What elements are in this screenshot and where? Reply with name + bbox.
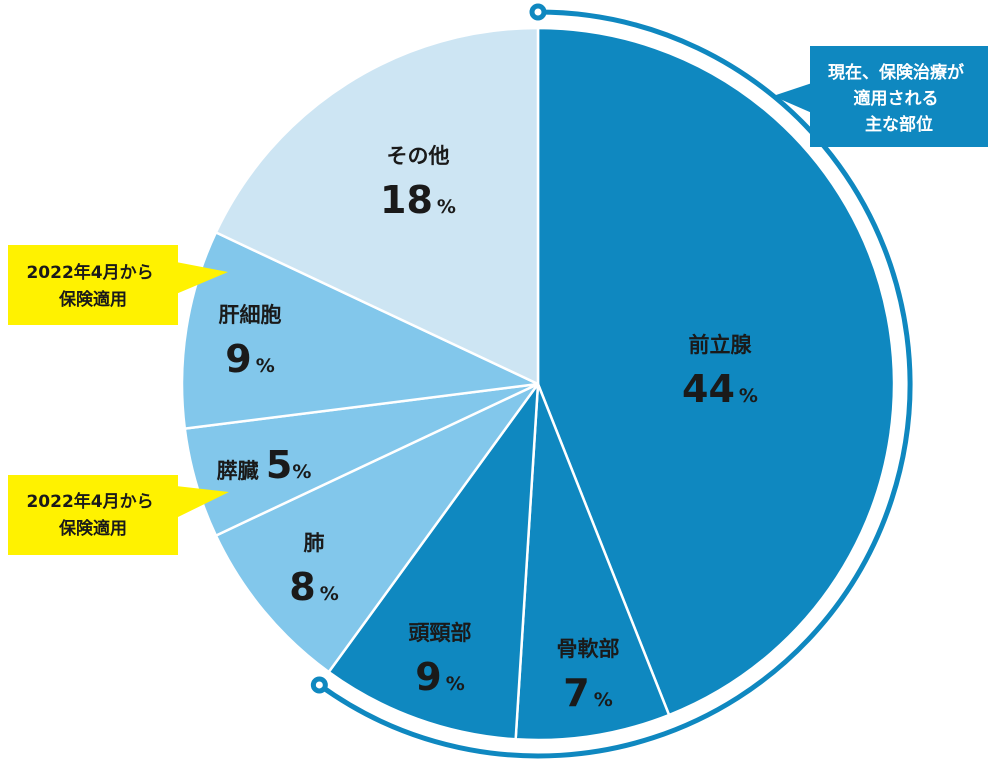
slice-value-head-neck: 9 (415, 655, 441, 699)
svg-text:2022年4月から 保険適用: 2022年4月から 保険適用 (26, 262, 159, 310)
pie-slice-bone-soft-tissue (514, 382, 671, 742)
callout-pancreas-pointer (176, 486, 229, 518)
slice-value-other: 18 (380, 178, 433, 222)
callout-pancreas-line-1: 2022年4月から (26, 491, 153, 512)
slice-value-pancreas: 5 (266, 443, 292, 487)
slice-label-lung: 肺 8% (289, 531, 339, 609)
callout-covered-sites-line-1: 現在、保険治療が (828, 62, 964, 83)
slice-unit-liver: % (256, 355, 275, 377)
slice-name-head-neck: 頭頸部 (409, 621, 472, 645)
pie-slice-other (214, 26, 540, 386)
svg-text:9%: 9% (415, 655, 465, 699)
callout-pancreas: 2022年4月から 保険適用 (8, 475, 229, 555)
slice-label-head-neck: 頭頸部 9% (409, 621, 472, 699)
svg-text:2022年4月から 保険適用: 2022年4月から 保険適用 (26, 491, 159, 539)
slice-name-bone-soft-tissue: 骨軟部 (557, 637, 620, 661)
slice-label-liver: 肝細胞 9% (219, 303, 282, 381)
svg-text:7%: 7% (563, 671, 613, 715)
callout-covered-sites-box (810, 46, 988, 147)
callout-liver-line-1: 2022年4月から (26, 262, 153, 283)
highlight-arc-start-dot (529, 3, 547, 21)
pie-slice-head-neck (327, 382, 540, 741)
pie-slice-lung (214, 382, 540, 674)
slice-value-prostate: 44 (682, 367, 735, 411)
slice-name-pancreas: 膵臓 (217, 459, 266, 483)
slice-unit-prostate: % (739, 385, 758, 407)
slice-label-bone-soft-tissue: 骨軟部 7% (557, 637, 620, 715)
pie-slice-liver (180, 231, 540, 430)
svg-text:現在、保険治療が 適用される 主な部: 現在、保険治療が 適用される 主な部位 (828, 62, 970, 135)
slice-name-lung: 肺 (304, 531, 325, 555)
slice-label-prostate: 前立腺 44% (682, 333, 758, 411)
slice-label-pancreas: 膵臓 5% (217, 443, 312, 487)
svg-text:膵臓 5%: 膵臓 5% (217, 443, 312, 487)
pie-slices (180, 26, 896, 742)
svg-text:8%: 8% (289, 565, 339, 609)
svg-text:18%: 18% (380, 178, 456, 222)
highlight-arc (310, 3, 913, 759)
slice-unit-other: % (437, 196, 456, 218)
callout-pancreas-line-2: 保険適用 (58, 518, 127, 539)
pie-slice-prostate (536, 26, 896, 717)
callout-covered-sites-line-2: 適用される (854, 88, 939, 109)
svg-text:44%: 44% (682, 367, 758, 411)
callout-covered-sites: 現在、保険治療が 適用される 主な部位 (773, 46, 988, 147)
slice-name-liver: 肝細胞 (219, 303, 282, 327)
slice-unit-head-neck: % (446, 673, 465, 695)
callout-liver-pointer (176, 262, 228, 294)
highlight-arc-line (317, 9, 913, 759)
callout-covered-sites-pointer (773, 83, 812, 113)
slice-value-liver: 9 (225, 337, 251, 381)
callout-liver-line-2: 保険適用 (58, 289, 127, 310)
slice-name-other: その他 (387, 144, 450, 168)
callout-liver: 2022年4月から 保険適用 (8, 245, 228, 325)
slice-unit-bone-soft-tissue: % (594, 689, 613, 711)
svg-text:9%: 9% (225, 337, 275, 381)
slice-unit-pancreas: % (292, 461, 311, 483)
callout-covered-sites-line-3: 主な部位 (865, 114, 933, 135)
slice-name-prostate: 前立腺 (689, 333, 753, 357)
callout-pancreas-box (8, 475, 178, 555)
callout-liver-box (8, 245, 178, 325)
highlight-arc-end-dot (310, 676, 328, 694)
slice-value-bone-soft-tissue: 7 (563, 671, 589, 715)
slice-unit-lung: % (320, 583, 339, 605)
slice-label-other: その他 18% (380, 144, 456, 222)
slice-value-lung: 8 (289, 565, 315, 609)
